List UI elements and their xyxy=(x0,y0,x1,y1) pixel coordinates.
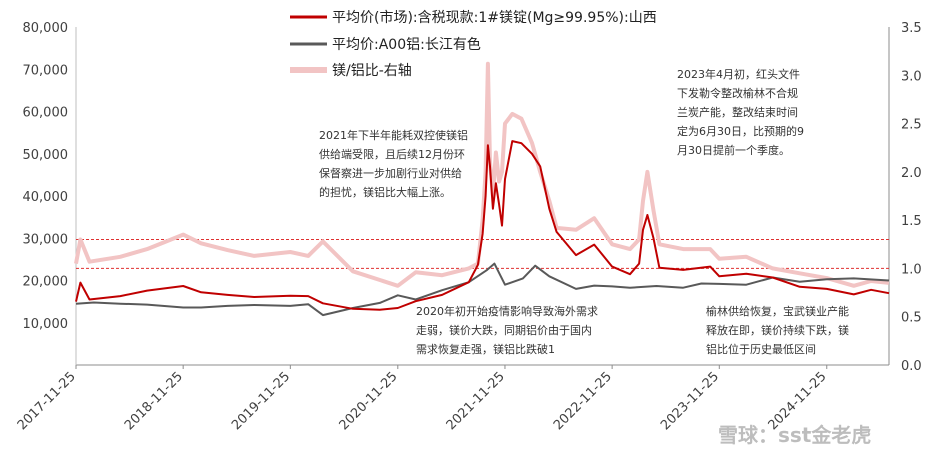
annotation-2-line: 2020年初开始疫情影响导致海外需求 xyxy=(416,304,598,318)
annotation-2-line: 需求恢复走强，镁铝比跌破1 xyxy=(416,342,555,356)
legend: 平均价(市场):含税现款:1#镁锭(Mg≥99.95%):山西平均价:A00铝:… xyxy=(290,9,657,79)
annotation-1-line: 2023年4月初，红头文件 xyxy=(677,67,800,81)
watermark: 雪球：sst金老虎 xyxy=(718,423,871,447)
series-line-0 xyxy=(75,140,890,311)
series-line-1 xyxy=(75,262,890,317)
annotation-1-line: 下发勒令整改榆林不合规 xyxy=(677,86,798,100)
left-y-tick-labels: 10,000 20,000 30,000 40,000 50,000 60,000 70,0… xyxy=(23,21,69,332)
annotations: 2021年下半年能耗双控使镁铝供给端受限，且后续12月份环保督察进一步加剧行业对… xyxy=(319,67,849,356)
annotation-0-line: 的担忧，镁铝比大幅上涨。 xyxy=(319,185,451,199)
x-tick-label: 2020-11-25 xyxy=(337,369,401,433)
annotation-0-line: 2021年下半年能耗双控使镁铝 xyxy=(319,128,468,142)
left-tick-label: 80,000 xyxy=(23,21,69,36)
right-tick-label: 3.0 xyxy=(901,69,922,84)
legend-label-0: 平均价(市场):含税现款:1#镁锭(Mg≥99.95%):山西 xyxy=(332,9,657,26)
annotation-3-line: 释放在即，镁价持续下跌，镁 xyxy=(706,323,849,337)
annotation-0-line: 保督察进一步加剧行业对供给 xyxy=(319,166,462,180)
right-tick-label: 2.0 xyxy=(901,166,922,181)
series-layer xyxy=(74,61,890,317)
right-tick-label: 0.0 xyxy=(901,359,922,374)
left-tick-label: 10,000 xyxy=(23,317,69,332)
x-tick-label: 2018-11-25 xyxy=(122,369,186,433)
annotation-1-line: 定为6月30日，比预期的9 xyxy=(677,124,804,138)
x-tick-label: 2017-11-25 xyxy=(15,369,79,433)
right-tick-label: 0.5 xyxy=(901,311,922,326)
right-tick-label: 2.5 xyxy=(901,118,922,133)
left-tick-label: 30,000 xyxy=(23,232,69,247)
annotation-0-line: 供给端受限，且后续12月份环 xyxy=(319,147,465,161)
annotation-2-line: 走弱，镁价大跌，同期铝价由于国内 xyxy=(416,323,592,337)
legend-label-1: 平均价:A00铝:长江有色 xyxy=(332,36,481,53)
right-y-tick-labels: 0.0 0.5 1.0 1.5 2.0 2.5 3.0 3.5 xyxy=(901,21,922,374)
x-tick-label: 2022-11-25 xyxy=(551,369,615,433)
series-line-2 xyxy=(74,61,890,288)
legend-label-2: 镁/铝比-右轴 xyxy=(332,63,412,79)
left-tick-label: 20,000 xyxy=(23,275,69,290)
right-tick-label: 1.5 xyxy=(901,214,922,229)
left-tick-label: 60,000 xyxy=(23,106,69,121)
left-tick-label: 40,000 xyxy=(23,190,69,205)
right-tick-label: 3.5 xyxy=(901,21,922,36)
x-tick-label: 2021-11-25 xyxy=(444,369,508,433)
annotation-3-line: 铝比位于历史最低区间 xyxy=(706,342,816,356)
x-tick-label: 2019-11-25 xyxy=(229,369,293,433)
left-tick-label: 70,000 xyxy=(23,63,69,78)
axes xyxy=(75,27,890,366)
annotation-3-line: 榆林供给恢复，宝武镁业产能 xyxy=(706,304,849,318)
annotation-1-line: 兰炭产能，整改结束时间 xyxy=(677,105,798,119)
annotation-1-line: 月30日提前一个季度。 xyxy=(677,143,790,157)
left-tick-label: 50,000 xyxy=(23,148,69,163)
x-tick-label: 2023-11-25 xyxy=(658,369,722,433)
x-tick-labels: 2017-11-25 2018-11-25 2019-11-25 2020-11-25… xyxy=(15,365,830,433)
right-tick-label: 1.0 xyxy=(901,262,922,277)
